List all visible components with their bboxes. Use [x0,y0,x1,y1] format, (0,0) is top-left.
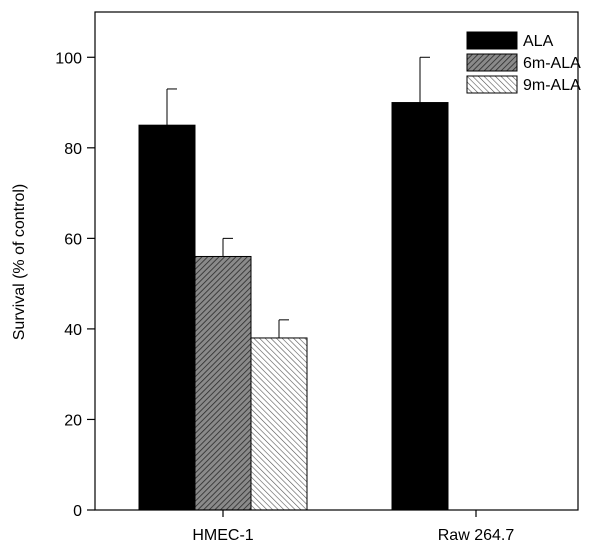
y-tick-label: 80 [64,141,82,158]
y-axis-label: Survival (% of control) [11,184,28,341]
y-tick-label: 40 [64,322,82,339]
y-tick-label: 60 [64,231,82,248]
bar-ala-1 [391,102,449,511]
legend-label-6m-ala: 6m-ALA [523,55,581,72]
plot-frame [94,11,579,511]
legend: ALA 6m-ALA 9m-ALA [466,31,581,94]
bar-9m-ala-0 [250,337,308,511]
legend-swatch-9m-ala [466,75,518,94]
bars-layer [138,56,449,511]
x-tick-label: HMEC-1 [192,527,253,544]
legend-swatch-6m-ala [466,53,518,72]
legend-label-ala: ALA [523,33,554,50]
legend-label-9m-ala: 9m-ALA [523,77,581,94]
legend-swatch-ala [466,31,518,50]
bar-6m-ala-0 [194,255,252,511]
y-tick-label: 100 [55,50,82,67]
y-tick-label: 0 [73,503,82,520]
bar-ala-0 [138,124,196,511]
x-tick-label: Raw 264.7 [438,527,515,544]
axis-layer: 0 20 40 60 80 100 HMEC-1 Raw 264.7 [55,11,579,544]
y-tick-label: 20 [64,412,82,429]
